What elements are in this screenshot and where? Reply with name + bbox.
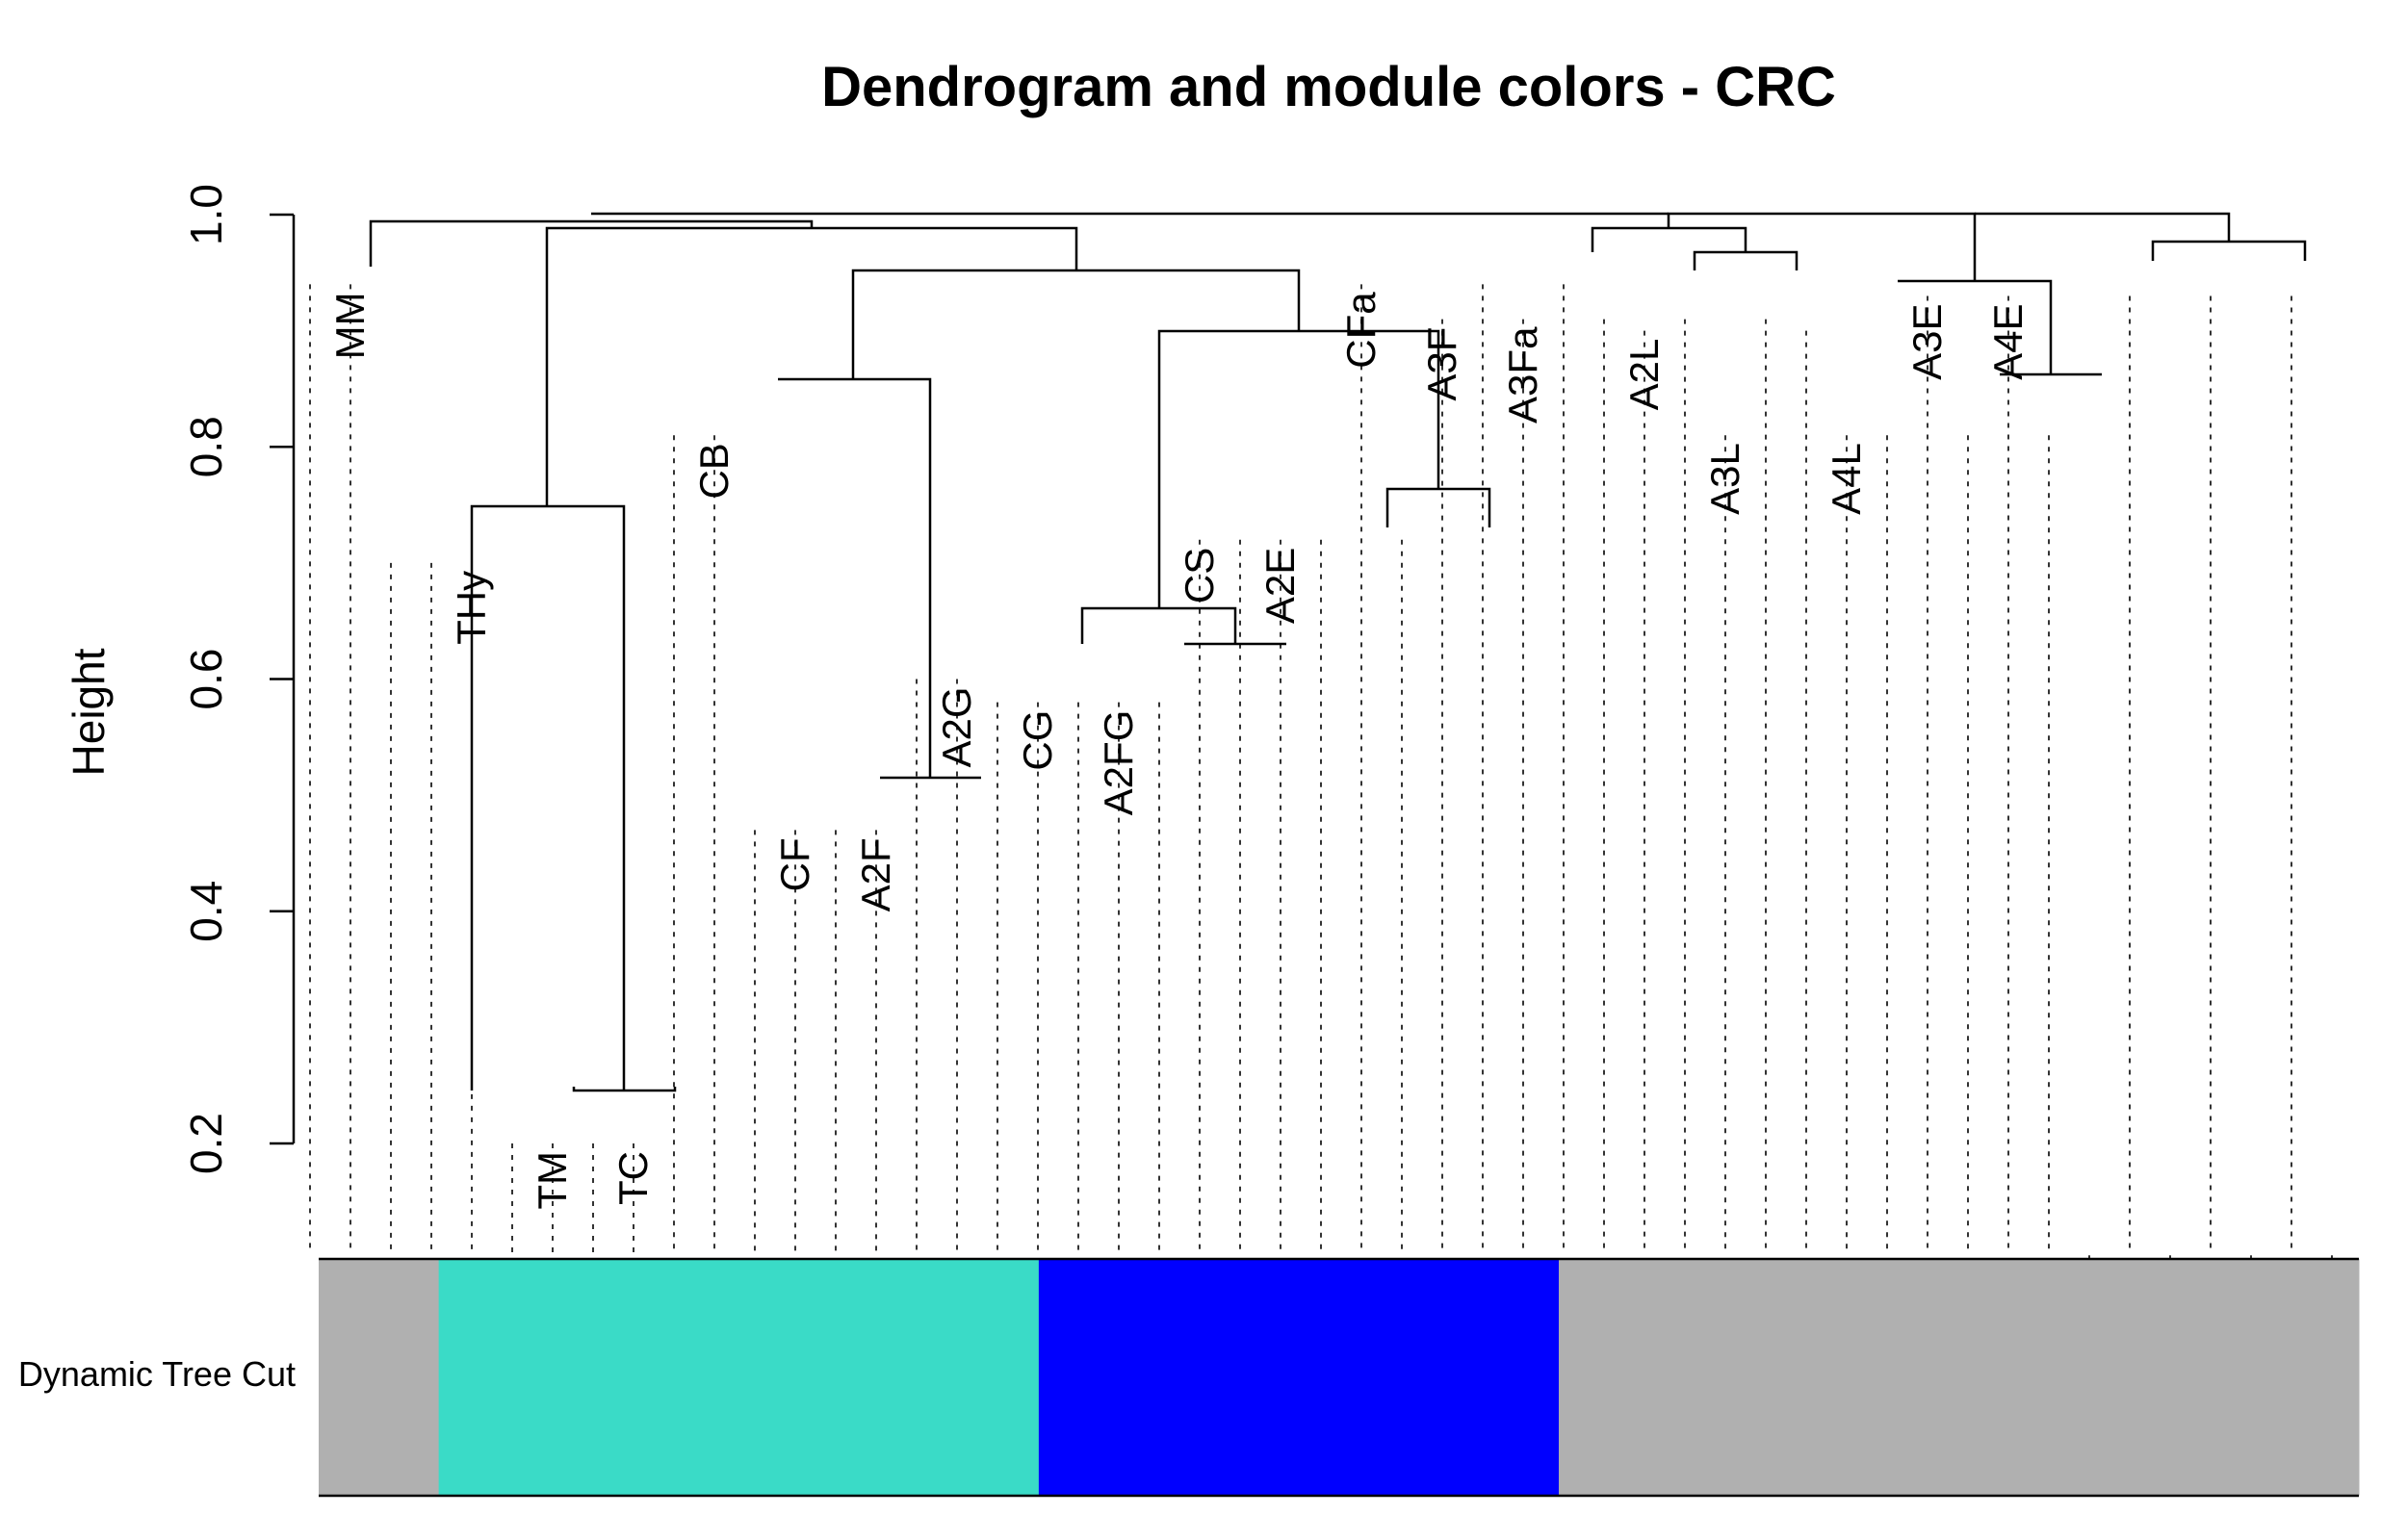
y-tick-label: 1.0 — [181, 184, 231, 245]
leaf-label: MM — [327, 292, 373, 359]
chart-title: Dendrogram and module colors - CRC — [821, 56, 1836, 118]
leaf-label: CB — [691, 443, 737, 499]
y-tick-label: 0.2 — [181, 1113, 231, 1174]
tree-branch — [1667, 212, 1977, 281]
module-grey — [1559, 1259, 2360, 1496]
module-turquoise — [438, 1259, 1040, 1496]
tree-branch — [470, 504, 626, 1091]
y-tick-label: 0.8 — [181, 416, 231, 477]
tree-branch — [1591, 226, 1747, 252]
module-grey — [319, 1259, 440, 1496]
leaf-label: A4E — [1985, 303, 2031, 379]
leaf-label: A2L — [1621, 339, 1667, 411]
y-tick-label: 0.4 — [181, 881, 231, 942]
module-color-bar — [319, 1257, 2360, 1498]
y-tick-label: 0.6 — [181, 649, 231, 710]
leaf-label: CFa — [1338, 292, 1384, 369]
color-bar-label: Dynamic Tree Cut — [18, 1354, 296, 1394]
tree-branch — [2151, 240, 2307, 261]
leaf-label: CS — [1177, 548, 1222, 603]
leaf-label: A2G — [934, 687, 979, 768]
tree-branches — [369, 212, 2307, 1092]
leaf-label: A3L — [1702, 443, 1747, 515]
y-axis: 0.2 0.4 0.6 0.8 1.0 — [181, 184, 296, 1174]
module-blue — [1038, 1259, 1560, 1496]
leaf-label: A3E — [1904, 303, 1950, 379]
leaf-lines — [309, 284, 2333, 1376]
leaf-label: A2F — [853, 837, 898, 911]
leaf-label: A3Fa — [1500, 326, 1545, 424]
tree-branch — [851, 269, 1301, 379]
leaf-label: A4L — [1824, 443, 1869, 515]
leaf-label: TC — [610, 1151, 656, 1205]
leaf-label: A2E — [1257, 548, 1303, 624]
tree-branch — [1898, 279, 2053, 374]
tree-branch — [1080, 606, 1237, 644]
leaf-label: TM — [530, 1151, 575, 1210]
tree-branch — [1693, 250, 1799, 270]
leaf-label: CG — [1015, 710, 1060, 771]
tree-branch — [1975, 212, 2231, 242]
tree-branch — [778, 377, 932, 778]
y-axis-label: Height — [64, 648, 114, 776]
leaf-label: A2FG — [1096, 710, 1141, 816]
tree-branch — [369, 219, 814, 267]
leaf-label: CF — [772, 837, 817, 891]
leaf-label: A3F — [1419, 327, 1464, 401]
tree-branch — [1385, 487, 1491, 527]
